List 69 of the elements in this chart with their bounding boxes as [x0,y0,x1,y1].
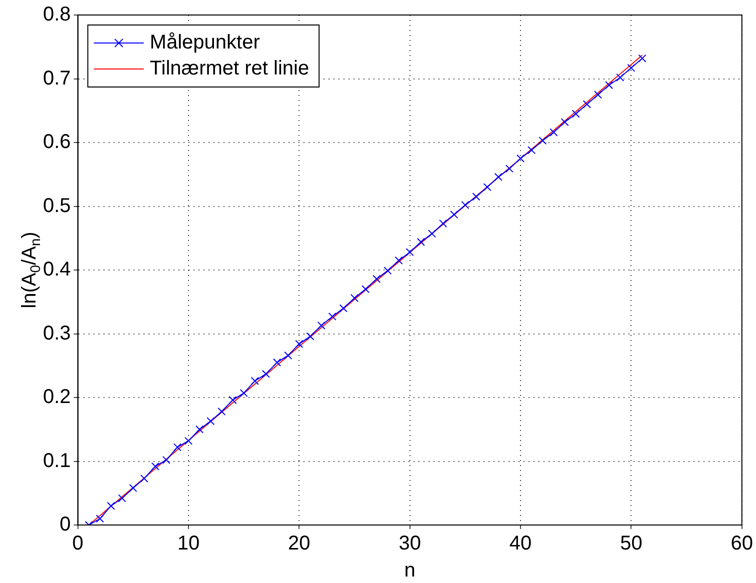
point [162,456,170,464]
y-tick-label: 0.4 [42,258,71,281]
x-tick-label: 10 [177,532,200,555]
point [638,54,646,62]
point [516,154,525,162]
point [627,64,636,72]
point [173,443,182,452]
point [450,210,458,219]
point [439,219,448,228]
point [572,110,580,118]
y-tick-label: 0.3 [42,322,71,344]
point [184,436,193,445]
x-tick-label: 30 [398,532,421,555]
point [394,256,403,264]
point [560,118,569,126]
legend-label: Målepunkter [150,32,260,54]
y-tick-label: 0.2 [42,386,71,408]
x-tick-label: 40 [509,532,532,555]
point [129,484,138,492]
point [339,304,348,312]
point [350,294,359,302]
point [372,274,381,283]
point [96,514,104,523]
x-tick-label: 50 [620,532,642,555]
x-axis-title: n [404,560,416,582]
point [118,494,126,502]
point [140,474,148,482]
point [295,340,304,348]
y-tick-label: 0.8 [42,4,71,26]
y-tick-label: 0.1 [42,450,71,472]
point [362,285,370,294]
point [505,164,514,173]
y-tick-label: 0.5 [42,194,71,217]
y-tick-label: 0.6 [42,131,71,154]
point [605,81,614,90]
point [306,332,314,340]
point [151,462,160,470]
point [472,192,480,201]
point [228,396,237,404]
point [461,200,470,210]
point [406,248,414,256]
point [328,312,336,321]
point [416,238,425,246]
point [196,425,204,434]
point [494,172,502,181]
point [240,389,248,398]
point [594,90,602,99]
point [384,266,392,275]
y-tick-label: 0 [60,514,71,536]
point [616,73,624,82]
point [317,321,326,330]
point [206,417,215,426]
point [272,358,282,366]
point [218,407,226,416]
y-tick-label: 0.7 [42,67,71,90]
point [582,100,591,108]
point [550,128,558,136]
x-tick-label: 60 [730,532,753,555]
point [428,230,436,238]
point [284,351,292,360]
point [262,370,270,378]
point [538,136,547,145]
y-axis-title: ln(A0/An) [18,232,43,308]
point [250,376,259,385]
legend-label: Tilnærmet ret linie [150,58,310,80]
point [106,502,116,510]
point [528,146,536,154]
point [483,183,492,192]
x-tick-label: 20 [288,532,310,555]
